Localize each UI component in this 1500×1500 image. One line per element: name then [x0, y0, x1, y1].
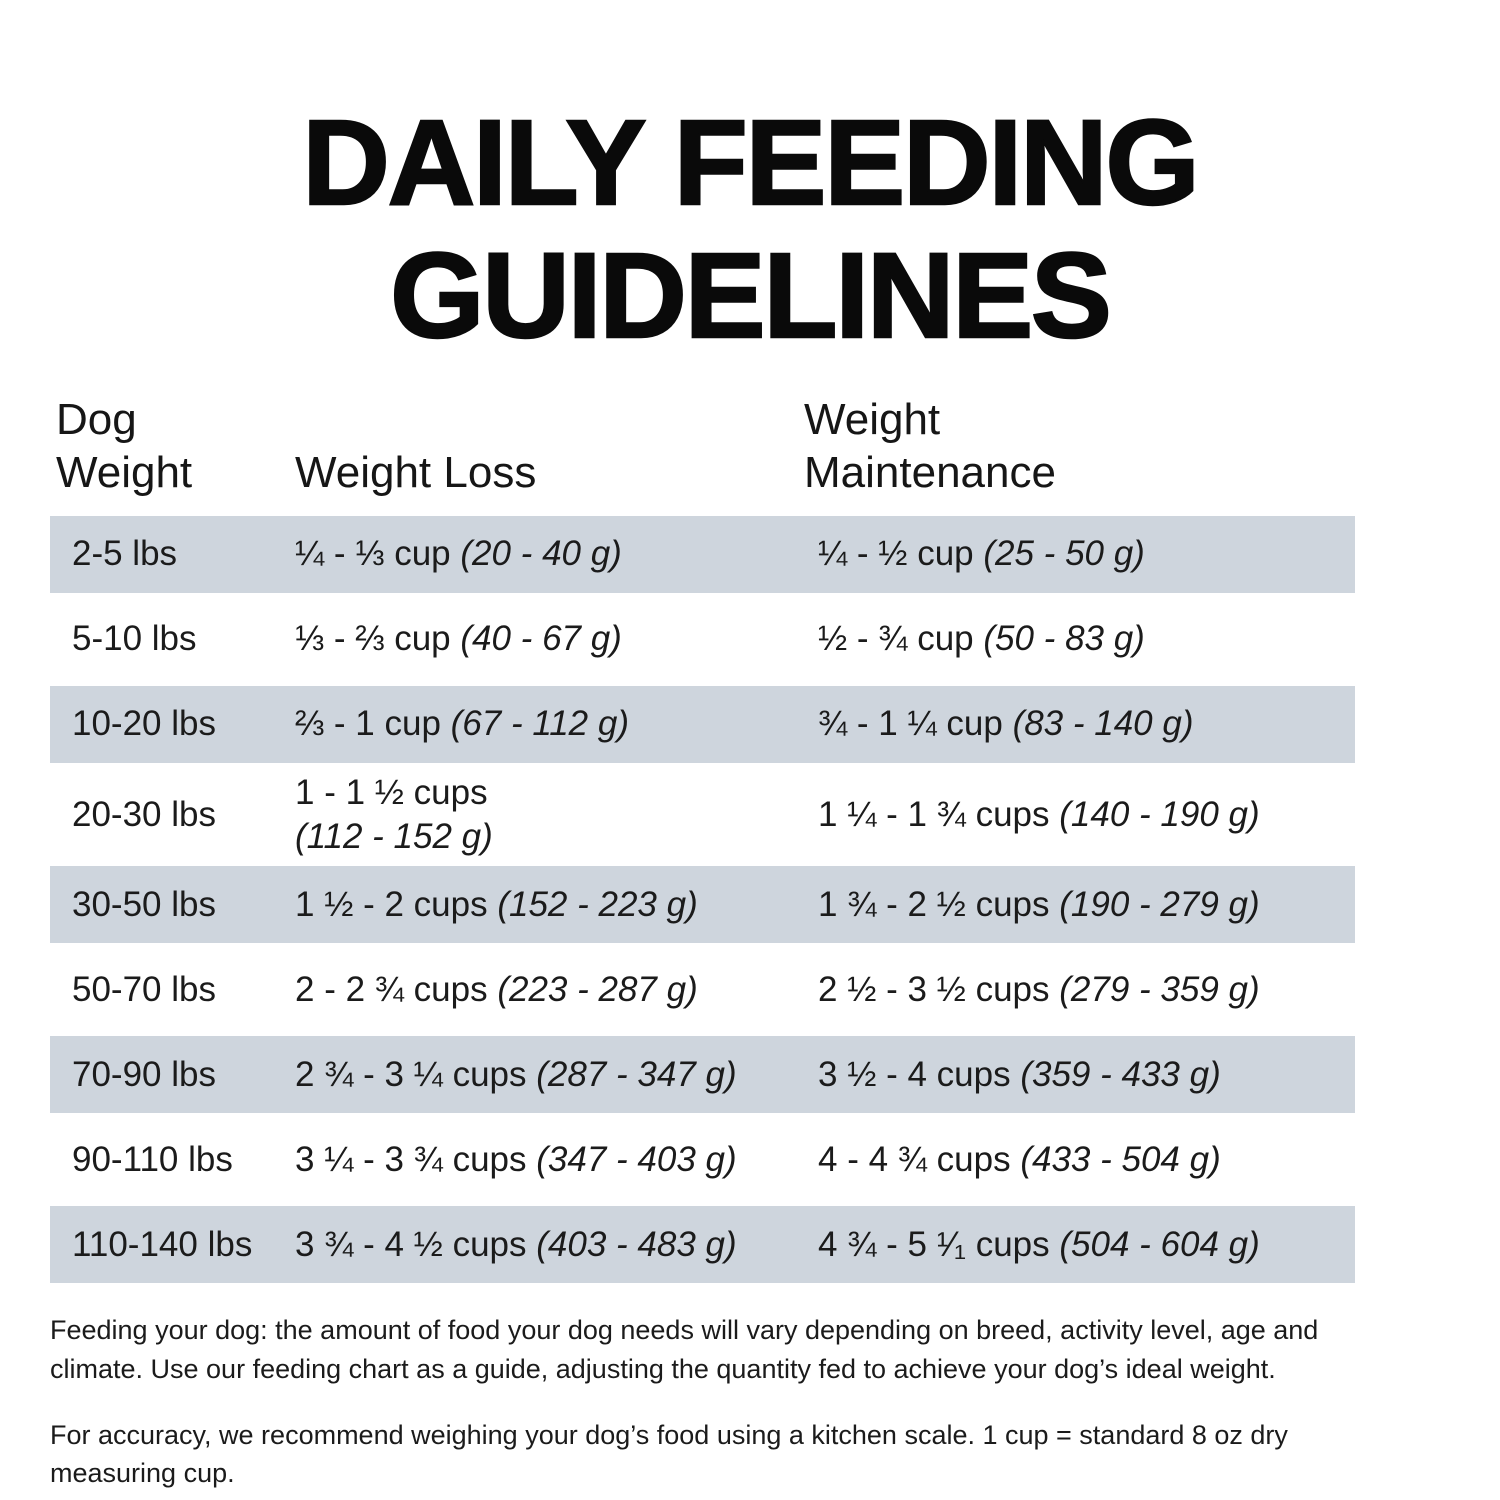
table-row: 110-140 lbs 3 ¾ - 4 ½ cups (403 - 483 g)… — [50, 1202, 1355, 1288]
weight-loss-cell: ¼ - ⅓ cup (20 - 40 g) — [295, 534, 622, 574]
weight-maintenance-cell: 1 ¼ - 1 ¾ cups (140 - 190 g) — [818, 794, 1260, 834]
footnotes: Feeding your dog: the amount of food you… — [50, 1311, 1380, 1492]
weight-loss-cell: 1 - 1 ½ cups (112 - 152 g) — [295, 772, 493, 856]
weight-maintenance-cell: ¼ - ½ cup (25 - 50 g) — [818, 534, 1145, 574]
column-header-weight-maintenance: Weight Maintenance — [804, 395, 1056, 497]
table-row: 10-20 lbs ⅔ - 1 cup (67 - 112 g) ¾ - 1 ¼… — [50, 681, 1355, 767]
weight-maintenance-cell: 4 ¾ - 5 ¹⁄₁ cups (504 - 604 g) — [818, 1224, 1260, 1264]
weight-loss-cell: 3 ¼ - 3 ¾ cups (347 - 403 g) — [295, 1139, 737, 1179]
page-title-line2: GUIDELINES — [389, 227, 1113, 364]
dog-weight-cell: 50-70 lbs — [72, 969, 216, 1009]
weight-maintenance-cell: 2 ½ - 3 ½ cups (279 - 359 g) — [818, 969, 1260, 1009]
note-feeding-guidance: Feeding your dog: the amount of food you… — [50, 1315, 1319, 1384]
dog-weight-cell: 20-30 lbs — [72, 794, 216, 834]
weight-maintenance-cell: ¾ - 1 ¼ cup (83 - 140 g) — [818, 704, 1194, 744]
note-measuring-accuracy: For accuracy, we recommend weighing your… — [50, 1419, 1288, 1489]
table-row: 50-70 lbs 2 - 2 ¾ cups (223 - 287 g) 2 ½… — [50, 947, 1355, 1032]
dog-weight-cell: 10-20 lbs — [72, 704, 216, 744]
dog-weight-cell: 70-90 lbs — [72, 1054, 216, 1094]
weight-maintenance-cell: 3 ½ - 4 cups (359 - 433 g) — [818, 1054, 1221, 1094]
table-row: 70-90 lbs 2 ¾ - 3 ¼ cups (287 - 347 g) 3… — [50, 1032, 1355, 1118]
weight-maintenance-cell: 1 ¾ - 2 ½ cups (190 - 279 g) — [818, 884, 1260, 924]
weight-loss-cell: 1 ½ - 2 cups (152 - 223 g) — [295, 884, 698, 924]
dog-weight-cell: 90-110 lbs — [72, 1139, 233, 1179]
feeding-table: Dog Weight Weight Loss Weight Maintenance … — [50, 394, 1355, 1288]
weight-loss-cell: ⅓ - ⅔ cup (40 - 67 g) — [295, 619, 622, 659]
weight-loss-cell: ⅔ - 1 cup (67 - 112 g) — [295, 704, 629, 744]
weight-maintenance-cell: 4 - 4 ¾ cups (433 - 504 g) — [818, 1139, 1221, 1179]
page-title: DAILY FEEDING GUIDELINES — [0, 0, 1500, 364]
table-row: 20-30 lbs 1 - 1 ½ cups (112 - 152 g) 1 ¼… — [50, 767, 1355, 863]
table-header-row: Dog Weight Weight Loss Weight Maintenance — [50, 394, 1355, 500]
table-body: 2-5 lbs ¼ - ⅓ cup (20 - 40 g) ¼ - ½ cup … — [50, 511, 1355, 1288]
column-header-weight-loss: Weight Loss — [295, 447, 537, 497]
table-row: 90-110 lbs 3 ¼ - 3 ¾ cups (347 - 403 g) … — [50, 1117, 1355, 1202]
dog-weight-cell: 30-50 lbs — [72, 884, 216, 924]
dog-weight-cell: 5-10 lbs — [72, 619, 197, 659]
table-row: 30-50 lbs 1 ½ - 2 cups (152 - 223 g) 1 ¾… — [50, 862, 1355, 948]
dog-weight-cell: 2-5 lbs — [72, 534, 178, 574]
weight-loss-cell: 2 ¾ - 3 ¼ cups (287 - 347 g) — [295, 1054, 737, 1094]
weight-loss-cell: 2 - 2 ¾ cups (223 - 287 g) — [295, 969, 698, 1009]
table-row: 5-10 lbs ⅓ - ⅔ cup (40 - 67 g) ½ - ¾ cup… — [50, 597, 1355, 682]
table-row: 2-5 lbs ¼ - ⅓ cup (20 - 40 g) ¼ - ½ cup … — [50, 511, 1355, 597]
weight-maintenance-cell: ½ - ¾ cup (50 - 83 g) — [818, 619, 1145, 659]
page-title-line1: DAILY FEEDING — [301, 94, 1201, 230]
column-header-dog-weight: Dog Weight — [56, 395, 193, 497]
dog-weight-cell: 110-140 lbs — [72, 1224, 253, 1264]
weight-loss-cell: 3 ¾ - 4 ½ cups (403 - 483 g) — [295, 1224, 737, 1264]
